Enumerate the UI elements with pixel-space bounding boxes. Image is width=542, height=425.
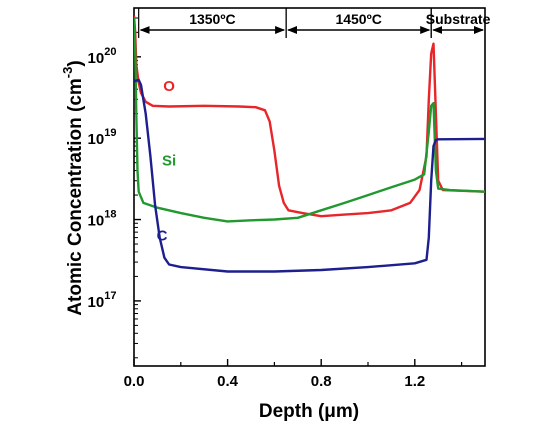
y-tick-label: 1019 <box>88 127 117 148</box>
region-label: Substrate <box>426 11 491 27</box>
x-tick-label: 0.8 <box>311 373 332 390</box>
x-axis: 0.0 0.4 0.8 1.2 <box>124 359 463 390</box>
series-labels: O Si C <box>157 78 177 245</box>
series-lines <box>134 15 485 273</box>
x-tick-label: 0.4 <box>217 373 239 390</box>
x-tick-label: 0.0 <box>124 373 145 390</box>
region-label: 1350ºC <box>189 11 235 27</box>
y-axis-title-close: ) <box>65 60 86 66</box>
series-line-c <box>134 78 485 273</box>
y-tick-label: 1017 <box>88 290 117 311</box>
plot-frame <box>133 7 486 367</box>
series-label-c: C <box>157 228 168 245</box>
y-axis: 1017 1018 1019 1020 <box>88 17 141 359</box>
x-axis-title: Depth (μm) <box>259 401 359 422</box>
series-label-o: O <box>163 78 175 95</box>
y-axis-title-main: Atomic Concentration (cm <box>65 78 86 316</box>
series-label-si: Si <box>162 153 176 170</box>
y-tick-label: 1018 <box>88 209 117 230</box>
y-axis-title-exponent: -3 <box>60 67 75 79</box>
y-axis-title: Atomic Concentration (cm-3) <box>60 60 86 315</box>
region-label: 1450ºC <box>335 11 381 27</box>
series-line-si <box>134 17 485 223</box>
y-tick-label: 1020 <box>88 46 117 67</box>
x-tick-label: 1.2 <box>404 373 425 390</box>
region-markers: 1350ºC 1450ºC Substrate <box>138 8 491 38</box>
series-line-o <box>134 15 485 218</box>
